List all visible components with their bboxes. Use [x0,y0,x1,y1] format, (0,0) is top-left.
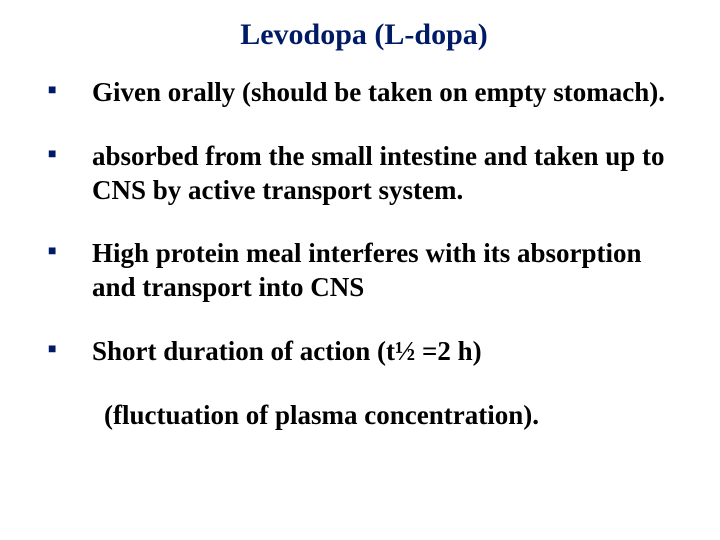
list-item: absorbed from the small intestine and ta… [48,140,680,208]
footer-text: (fluctuation of plasma concentration). [48,399,680,433]
slide: Levodopa (L-dopa) Given orally (should b… [0,0,720,540]
list-item: Given orally (should be taken on empty s… [48,76,680,110]
bullet-list: Given orally (should be taken on empty s… [48,76,680,369]
list-item: Short duration of action (t½ =2 h) [48,335,680,369]
list-item: High protein meal interferes with its ab… [48,237,680,305]
slide-title: Levodopa (L-dopa) [48,18,680,52]
